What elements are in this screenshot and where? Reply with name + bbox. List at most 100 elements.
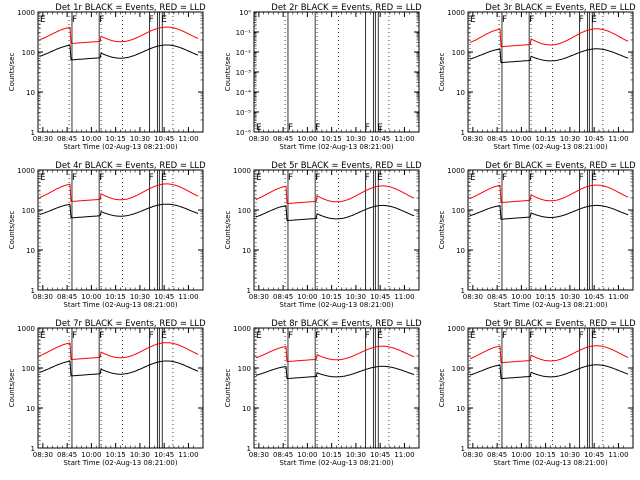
lld-series-line: [39, 183, 199, 202]
flag-letter: F: [579, 173, 584, 183]
y-axis-label: Counts/sec: [8, 53, 16, 92]
y-axis-label: Counts/sec: [8, 211, 16, 250]
panel-1: Det 1r BLACK = Events, RED = LLD 1 10 100 10…: [8, 3, 206, 151]
y-tick-label: 10⁻¹: [236, 29, 252, 37]
x-tick-label: 10:15: [106, 451, 126, 459]
x-tick-label: 10:00: [297, 135, 317, 143]
events-series-line: [39, 360, 199, 377]
x-tick-label: 10:00: [511, 451, 531, 459]
x-tick-label: 10:30: [130, 135, 150, 143]
x-tick-label: 10:45: [370, 451, 390, 459]
y-tick-label: 10⁻⁴: [236, 89, 252, 97]
lld-series-line: [255, 345, 415, 363]
panel-title: Det 7r BLACK = Events, RED = LLD: [55, 319, 206, 329]
y-tick-label: 1: [461, 287, 465, 295]
y-tick-label: 1000: [17, 167, 35, 175]
x-tick-label: 10:15: [106, 293, 126, 301]
x-tick-label: 08:45: [273, 135, 293, 143]
axes-frame: [253, 11, 420, 133]
x-tick-label: 11:00: [394, 451, 414, 459]
flag-letter: F: [288, 123, 293, 133]
x-tick-label: 08:30: [33, 451, 53, 459]
x-tick-label: 08:30: [463, 135, 483, 143]
flag-letter: E: [377, 331, 383, 341]
x-tick-label: 11:00: [608, 135, 628, 143]
axes-frame: [467, 169, 634, 291]
flag-letter: E: [377, 123, 383, 133]
y-axis-label: Counts/sec: [8, 369, 16, 408]
lld-series-line: [255, 185, 415, 205]
y-tick-label: 1000: [233, 325, 251, 333]
flag-letter: E: [256, 123, 262, 133]
events-series-line: [469, 204, 629, 220]
y-tick-label: 1: [31, 287, 35, 295]
flag-letter: F: [72, 15, 77, 25]
y-axis-label: Counts/sec: [438, 53, 446, 92]
events-series-line: [39, 44, 199, 61]
x-tick-label: 10:30: [346, 135, 366, 143]
flag-letter: F: [99, 173, 104, 183]
x-axis-label: Start Time (02-Aug-13 08:21:00): [279, 143, 393, 151]
flag-letter: F: [579, 331, 584, 341]
panel-title: Det 5r BLACK = Events, RED = LLD: [271, 161, 422, 171]
flag-letter: E: [470, 331, 476, 341]
x-tick-label: 10:45: [370, 135, 390, 143]
y-tick-label: 10⁻⁵: [236, 109, 252, 117]
flag-letter: F: [72, 173, 77, 183]
lld-series-line: [39, 342, 199, 360]
events-series-line: [39, 203, 199, 219]
flag-letter: F: [149, 15, 154, 25]
y-axis-label: Counts/sec: [438, 211, 446, 250]
panel-7: Det 7r BLACK = Events, RED = LLD 1 10 100 10…: [8, 319, 206, 467]
flag-letter: F: [502, 331, 507, 341]
y-tick-label: 10: [26, 89, 35, 97]
x-tick-label: 08:30: [463, 293, 483, 301]
y-tick-label: 10: [242, 405, 251, 413]
x-tick-label: 10:30: [130, 451, 150, 459]
x-tick-label: 10:00: [81, 135, 101, 143]
x-tick-label: 08:45: [487, 293, 507, 301]
y-tick-label: 10⁰: [239, 9, 251, 17]
y-tick-label: 10: [26, 247, 35, 255]
x-tick-label: 10:45: [154, 451, 174, 459]
lld-series-line: [469, 345, 629, 364]
x-tick-label: 10:00: [81, 293, 101, 301]
flag-letter: E: [377, 173, 383, 183]
x-tick-label: 10:45: [154, 135, 174, 143]
y-tick-label: 100: [22, 207, 35, 215]
panel-5: Det 5r BLACK = Events, RED = LLD 1 10 100 10…: [224, 161, 422, 309]
flag-letter: E: [40, 173, 46, 183]
x-tick-label: 08:45: [273, 293, 293, 301]
flag-letter: F: [288, 173, 293, 183]
axes-frame: [467, 327, 634, 449]
axes-frame: [253, 327, 420, 449]
flag-letter: E: [470, 15, 476, 25]
flag-letter: E: [256, 173, 262, 183]
flag-letter: F: [149, 331, 154, 341]
x-tick-label: 08:45: [57, 451, 77, 459]
x-tick-label: 10:15: [536, 135, 556, 143]
y-tick-label: 100: [22, 49, 35, 57]
flag-letter: E: [161, 15, 167, 25]
x-tick-label: 10:30: [346, 293, 366, 301]
x-tick-label: 08:30: [33, 293, 53, 301]
y-tick-label: 1000: [17, 9, 35, 17]
y-tick-label: 100: [452, 365, 465, 373]
y-axis-label: Counts/sec: [224, 53, 232, 92]
y-tick-label: 10: [456, 247, 465, 255]
flag-letter: F: [315, 173, 320, 183]
x-tick-label: 10:15: [536, 293, 556, 301]
lld-series-line: [469, 28, 629, 48]
flag-letter: E: [161, 173, 167, 183]
y-tick-label: 100: [238, 207, 251, 215]
panel-4: Det 4r BLACK = Events, RED = LLD 1 10 100 10…: [8, 161, 206, 309]
x-tick-label: 11:00: [608, 293, 628, 301]
panel-title: Det 1r BLACK = Events, RED = LLD: [55, 3, 206, 13]
y-axis-label: Counts/sec: [224, 211, 232, 250]
y-tick-label: 100: [238, 365, 251, 373]
y-tick-label: 1: [31, 129, 35, 137]
y-axis-label: Counts/sec: [438, 369, 446, 408]
lld-series-line: [469, 184, 629, 203]
y-tick-label: 1000: [17, 325, 35, 333]
